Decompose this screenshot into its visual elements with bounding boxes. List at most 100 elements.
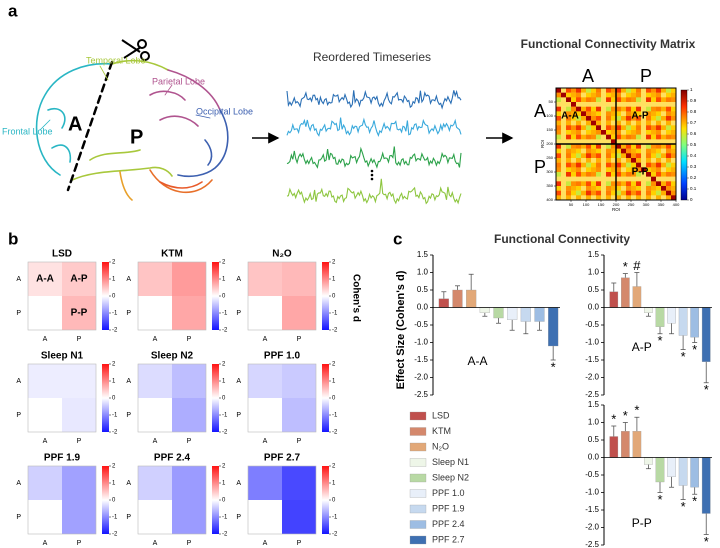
matrix-cell [606, 120, 612, 126]
matrix-cell [651, 88, 657, 93]
bar [507, 307, 518, 320]
chart-title: Functional Connectivity [494, 232, 630, 246]
matrix-cell [606, 134, 612, 140]
y-tick-label: -0.5 [585, 470, 599, 479]
heatmap-cell [172, 398, 206, 432]
matrix-cell [581, 195, 587, 201]
block-label: A-P [631, 111, 649, 122]
x-tick-label: A [263, 540, 268, 547]
matrix-cell [611, 97, 617, 103]
matrix-cell [561, 92, 567, 98]
y-tick-label: P [16, 412, 21, 419]
matrix-cell [666, 186, 672, 191]
matrix-cell [591, 144, 597, 149]
matrix-cell [646, 92, 652, 98]
matrix-cell [611, 153, 617, 159]
matrix-cell [611, 195, 617, 201]
matrix-cell [566, 158, 572, 163]
matrix-cell [556, 172, 562, 177]
bar [644, 307, 653, 313]
matrix-cell [651, 139, 657, 145]
heatmap-frame [27, 261, 97, 331]
matrix-cell [656, 125, 662, 131]
colorbar-tick-label: 0 [222, 498, 226, 504]
matrix-cell [666, 176, 672, 182]
matrix-cell [646, 144, 652, 149]
matrix-cell [556, 181, 562, 187]
matrix-cell [621, 158, 627, 163]
matrix-cell [591, 97, 597, 103]
matrix-cell [651, 153, 657, 159]
heatmap-title: PPF 1.0 [264, 351, 301, 362]
matrix-cell [641, 153, 647, 159]
matrix-cell [631, 125, 637, 131]
matrix-cell [581, 125, 587, 131]
matrix-cell [656, 88, 662, 93]
matrix-cell [651, 181, 657, 187]
x-tick-label: P [297, 336, 302, 343]
y-tick-label: 150 [546, 127, 553, 132]
matrix-cell [576, 125, 582, 131]
bar [493, 307, 504, 319]
colorbar-tick-label: 0 [222, 396, 226, 402]
matrix-cell [641, 120, 647, 126]
matrix-cell [641, 139, 647, 145]
matrix-cell [611, 111, 617, 117]
matrix-cell [566, 190, 572, 196]
colorbar-tick-label: 2 [112, 260, 116, 266]
matrix-cell [646, 195, 652, 201]
matrix-cell [601, 120, 607, 126]
colorbar-tick-label: 2 [332, 362, 336, 368]
matrix-cell [586, 172, 592, 177]
matrix-cell [671, 181, 677, 187]
chart-label: A-P [632, 340, 652, 354]
matrix-cell [626, 106, 632, 112]
colorbar-tick-label: 1 [112, 481, 116, 487]
significance-marker: * [681, 349, 686, 364]
heatmap-frame [137, 465, 207, 535]
legend-label: KTM [432, 426, 451, 436]
matrix-cell [631, 106, 637, 112]
matrix-cell [611, 158, 617, 163]
matrix-cell [606, 153, 612, 159]
matrix-cell [571, 195, 577, 201]
matrix-cell [631, 97, 637, 103]
matrix-cell [576, 158, 582, 163]
matrix-cell [636, 148, 642, 154]
matrix-cell [606, 102, 612, 107]
matrix-cell [616, 92, 622, 98]
colorbar-tick-label: -1 [222, 515, 228, 521]
y-axis-label: Effect Size (Cohen's d) [395, 270, 407, 389]
matrix-cell [661, 134, 667, 140]
colorbar-tick-label: -2 [332, 328, 338, 334]
matrix-cell [646, 176, 652, 182]
matrix-cell [571, 134, 577, 140]
matrix-cell [616, 167, 622, 173]
matrix-cell [611, 139, 617, 145]
matrix-cell [581, 120, 587, 126]
scissors-icon [121, 39, 150, 61]
colorbar-tick-label: -2 [112, 532, 118, 538]
matrix-cell [591, 102, 597, 107]
bar [520, 307, 531, 322]
legend-label: Sleep N1 [432, 457, 469, 467]
y-tick-label: 200 [546, 141, 553, 146]
colorbar-tick-label: 2 [222, 464, 226, 470]
colorbar-label: Cohen's d [350, 274, 361, 322]
matrix-cell [616, 172, 622, 177]
matrix-cell [661, 120, 667, 126]
matrix-cell [666, 130, 672, 135]
colorbar-tick-label: 0 [690, 197, 693, 202]
matrix-cell [566, 125, 572, 131]
heatmap-cell [138, 466, 172, 500]
matrix-cell [621, 97, 627, 103]
matrix-cell [666, 125, 672, 131]
matrix-cell [601, 162, 607, 168]
matrix-cell [601, 172, 607, 177]
x-tick-label: A [43, 438, 48, 445]
matrix-cell [666, 167, 672, 173]
y-tick-label: A [236, 378, 241, 385]
matrix-cell [641, 172, 647, 177]
matrix-cell [631, 102, 637, 107]
matrix-cell [561, 181, 567, 187]
